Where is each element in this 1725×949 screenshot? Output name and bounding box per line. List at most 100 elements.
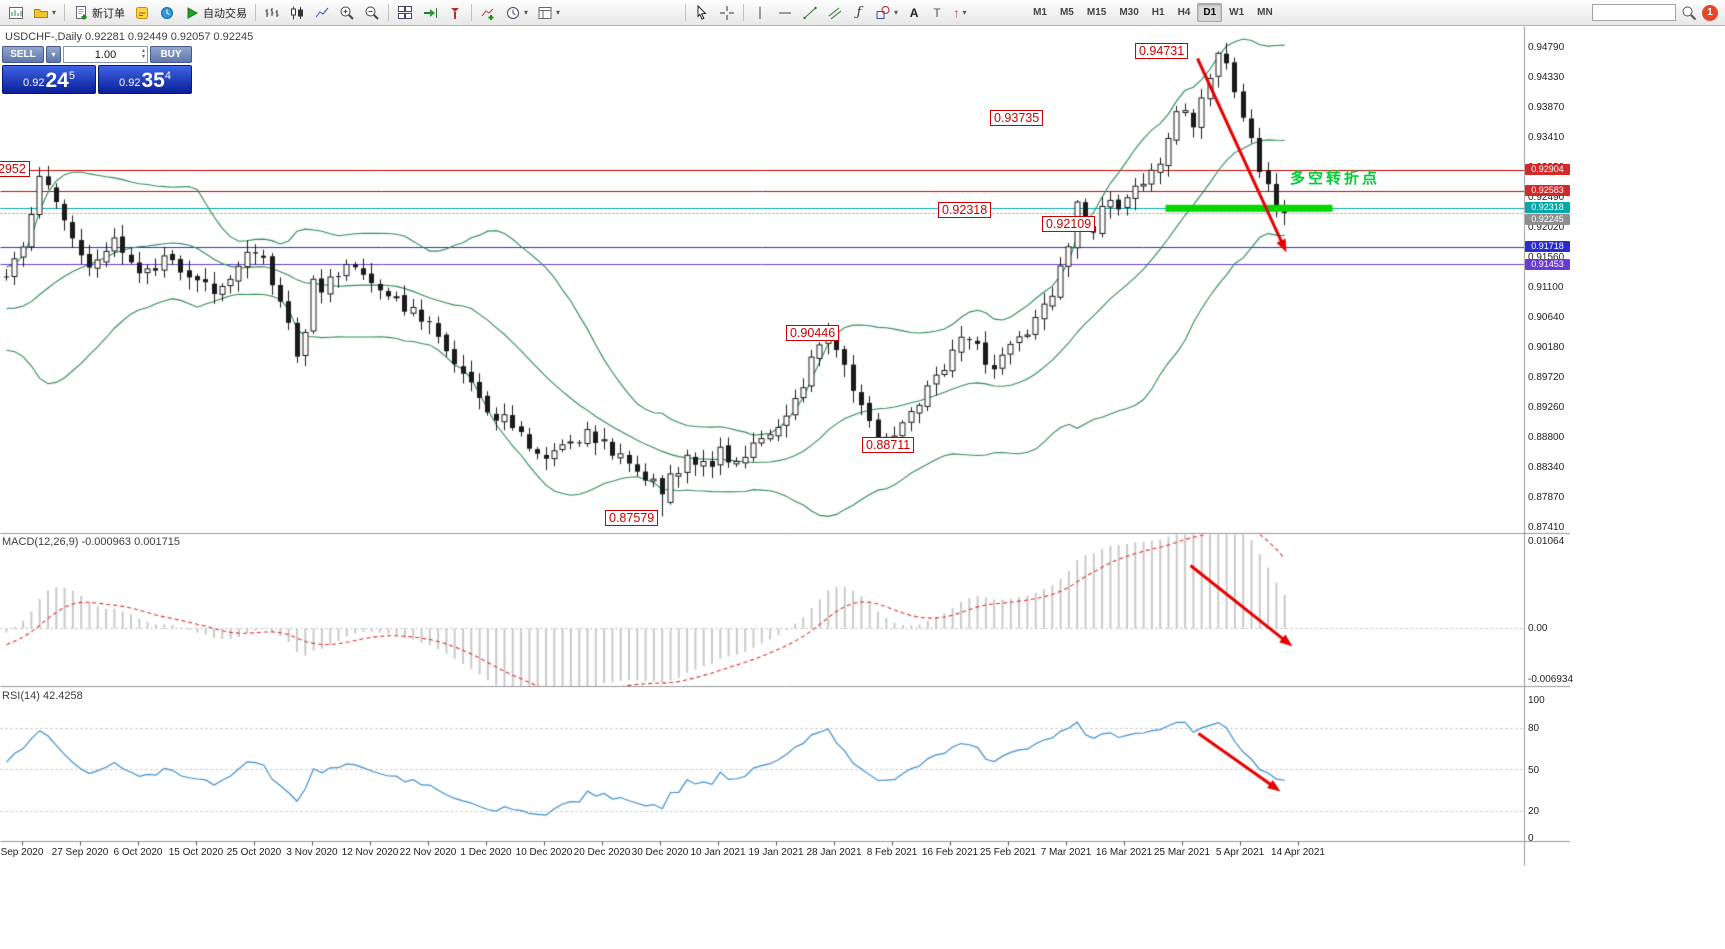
- tile-windows-button[interactable]: [393, 2, 417, 23]
- price-axis-value: 0.89260: [1528, 401, 1565, 413]
- vertical-line-tool-button[interactable]: [748, 2, 772, 23]
- price-chart-canvas[interactable]: [0, 26, 1570, 866]
- price-callout: 0.88711: [862, 437, 915, 453]
- date-axis-label: 1 Dec 2020: [460, 847, 512, 858]
- buy-price-prefix: 0.92: [119, 77, 141, 89]
- date-axis-label: 8 Feb 2021: [866, 847, 918, 858]
- chart-window-title: USDCHF-,Daily 0.92281 0.92449 0.92057 0.…: [5, 31, 254, 43]
- timeframe-button-m1[interactable]: M1: [1033, 7, 1047, 18]
- buy-price-big: 35: [141, 69, 165, 92]
- price-axis-value: 0.87410: [1528, 522, 1565, 533]
- date-axis-label: 28 Jan 2021: [806, 847, 862, 858]
- buy-price-button[interactable]: 0.92 35 4: [98, 65, 192, 94]
- timeframe-toolbar: M1 M5 M15 M30 H1 H4 D1 W1 MN: [1027, 3, 1279, 22]
- profiles-button[interactable]: ▾: [29, 2, 60, 23]
- volume-spinner[interactable]: ▴ ▾: [142, 48, 145, 60]
- metaeditor-button[interactable]: [130, 2, 154, 23]
- date-axis-label: 30 Dec 2020: [631, 847, 689, 858]
- notification-badge[interactable]: 1: [1702, 4, 1718, 21]
- date-axis-label: 25 Mar 2021: [1153, 847, 1211, 858]
- price-axis-tag: 0.92904: [1525, 164, 1570, 176]
- price-callout: 0.90446: [786, 325, 840, 341]
- arrow-tool-icon: ↑: [953, 5, 960, 20]
- date-axis-label: Sep 2020: [0, 847, 44, 858]
- timeframe-button-m30[interactable]: M30: [1119, 7, 1139, 18]
- chevron-down-icon: ▾: [962, 8, 967, 17]
- arrows-tool-button[interactable]: ↑ ▾: [949, 2, 971, 23]
- toolbar-separator: [743, 4, 745, 21]
- timeframe-button-m15[interactable]: M15: [1086, 7, 1107, 18]
- cursor-tool-button[interactable]: [690, 2, 714, 23]
- indicators-icon: [481, 8, 494, 20]
- chart-area: USDCHF-,Daily 0.92281 0.92449 0.92057 0.…: [0, 26, 1725, 949]
- auto-trading-icon: [187, 6, 199, 19]
- fibonacci-icon: ƒ: [856, 5, 862, 20]
- price-axis-tag: 0.91718: [1525, 241, 1570, 253]
- label-tool-button[interactable]: T: [926, 2, 948, 23]
- new-order-button[interactable]: 新订单: [69, 2, 129, 23]
- sell-button[interactable]: SELL: [2, 46, 44, 63]
- timeframe-button-m5[interactable]: M5: [1059, 7, 1074, 18]
- price-axis-tag: 0.92245: [1525, 214, 1570, 226]
- one-click-trading-panel: SELL ▾ 1.00 ▴ ▾ BUY 0.92 24 5 0.92 35 4: [2, 46, 192, 94]
- auto-scroll-button[interactable]: [418, 2, 442, 23]
- sell-price-prefix: 0.92: [23, 77, 45, 89]
- toolbar-separator: [471, 4, 473, 21]
- date-axis-label: 3 Nov 2020: [286, 847, 338, 858]
- shapes-tool-button[interactable]: ▾: [871, 2, 902, 23]
- fibonacci-tool-button[interactable]: ƒ: [848, 2, 870, 23]
- date-axis-label: 7 Mar 2021: [1040, 847, 1092, 858]
- indicators-button[interactable]: [476, 2, 500, 23]
- crosshair-tool-button[interactable]: [715, 2, 739, 23]
- search-icon[interactable]: [1681, 5, 1697, 21]
- text-tool-button[interactable]: A: [903, 2, 925, 23]
- bar-chart-mode-button[interactable]: [260, 2, 284, 23]
- toolbar-separator: [388, 4, 390, 21]
- buy-button[interactable]: BUY: [150, 46, 192, 63]
- zoom-in-button[interactable]: [335, 2, 359, 23]
- macd-axis-value: 0.01064: [1528, 536, 1565, 547]
- rsi-axis-value: 20: [1528, 806, 1540, 817]
- timeframe-button-w1[interactable]: W1: [1229, 7, 1245, 18]
- spinner-up-icon[interactable]: ▴: [141, 48, 145, 54]
- order-type-dropdown[interactable]: ▾: [46, 46, 61, 63]
- price-axis-value: 0.91560: [1528, 252, 1565, 264]
- templates-button[interactable]: ▾: [533, 2, 564, 23]
- line-chart-mode-button[interactable]: [310, 2, 334, 23]
- candlestick-mode-button[interactable]: [285, 2, 309, 23]
- auto-trading-button[interactable]: 自动交易: [180, 2, 251, 23]
- trendline-tool-button[interactable]: [798, 2, 822, 23]
- zoom-out-button[interactable]: [360, 2, 384, 23]
- price-axis-tag: 0.91453: [1525, 258, 1570, 270]
- chevron-down-icon: ▾: [524, 8, 529, 17]
- channel-tool-button[interactable]: [823, 2, 847, 23]
- horizontal-line-tool-button[interactable]: [773, 2, 797, 23]
- search-input[interactable]: [1592, 4, 1676, 21]
- new-chart-button[interactable]: [4, 2, 28, 23]
- volume-stepper[interactable]: 1.00 ▴ ▾: [63, 46, 148, 63]
- price-axis-value: 0.92020: [1528, 222, 1565, 234]
- spinner-down-icon[interactable]: ▾: [141, 54, 145, 60]
- chart-shift-button[interactable]: [443, 2, 467, 23]
- trendline-icon: [803, 6, 817, 19]
- macd-axis-value: -0.006934: [1528, 674, 1574, 685]
- price-axis-tag: 0.92318: [1525, 202, 1570, 214]
- timeframe-button-mn[interactable]: MN: [1257, 7, 1273, 18]
- price-axis-value: 0.93870: [1528, 101, 1565, 113]
- timeframe-button-h4[interactable]: H4: [1177, 7, 1191, 18]
- price-axis-value: 0.88800: [1528, 431, 1565, 443]
- price-axis-value: 0.89720: [1528, 371, 1565, 383]
- strategy-tester-button[interactable]: [155, 2, 179, 23]
- sell-price-button[interactable]: 0.92 24 5: [2, 65, 96, 94]
- date-axis-label: 27 Sep 2020: [51, 847, 109, 858]
- clock-icon: [507, 6, 520, 19]
- timeframe-button-h1[interactable]: H1: [1151, 7, 1165, 18]
- metaeditor-icon: [136, 6, 149, 19]
- new-order-label: 新订单: [92, 7, 126, 20]
- toolbar-right-group: 1: [1592, 4, 1721, 21]
- price-callout: 0.92109: [1042, 216, 1096, 232]
- chart-shift-icon: [451, 7, 460, 19]
- periods-button[interactable]: ▾: [501, 2, 532, 23]
- timeframe-button-d1[interactable]: D1: [1197, 3, 1223, 22]
- toolbar-separator: [64, 4, 66, 21]
